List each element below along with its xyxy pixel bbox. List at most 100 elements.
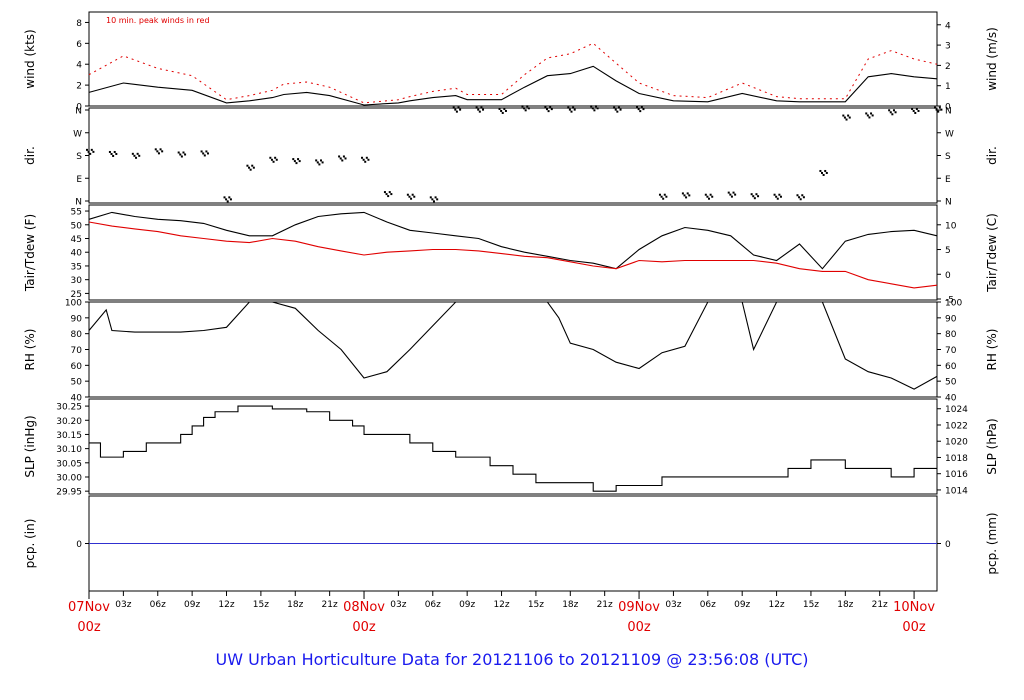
- wind-dir-point: [272, 160, 275, 163]
- y-tick-label-right: 0: [945, 540, 951, 550]
- y-tick-label-right: 2: [945, 62, 951, 72]
- y-tick-label: 50: [71, 221, 83, 231]
- y-tick-label: S: [76, 152, 82, 162]
- wind-dir-point: [252, 166, 255, 169]
- wind-dir-point: [848, 116, 851, 119]
- y-axis-label: RH (%): [23, 329, 37, 371]
- wind-dir-point: [92, 150, 95, 153]
- x-major-tick-label: 07Nov: [68, 600, 110, 615]
- y-tick-label: 70: [71, 346, 83, 356]
- wind-dir-point: [665, 195, 668, 198]
- wind-dir-point: [431, 198, 434, 201]
- wind-dir-point: [798, 196, 801, 199]
- wind-dir-point: [547, 110, 550, 113]
- wind-dir-point: [870, 112, 873, 115]
- wind-dir-point: [321, 161, 324, 164]
- x-minor-tick-label: 15z: [253, 600, 269, 610]
- wind-dir-point: [112, 154, 115, 157]
- wind-dir-point: [275, 158, 278, 161]
- x-major-tick-label: 09Nov: [618, 600, 660, 615]
- wind-dir-point: [894, 111, 897, 114]
- wind-dir-point: [802, 196, 805, 199]
- wind-dir-point: [915, 107, 918, 110]
- wind-dir-point: [911, 107, 914, 110]
- wind-dir-point: [776, 197, 779, 200]
- wind-dir-point: [295, 162, 298, 165]
- wind-dir-point: [526, 105, 529, 108]
- wind-dir-point: [614, 108, 617, 111]
- wind-dir-point: [866, 114, 869, 117]
- wind-dir-point: [316, 161, 319, 164]
- wind-dir-point: [177, 151, 180, 154]
- x-minor-tick-label: 18z: [562, 600, 578, 610]
- x-minor-tick-label: 12z: [768, 600, 784, 610]
- wind-dir-point: [892, 109, 895, 112]
- wind-dir-point: [938, 106, 941, 109]
- wind-dir-point: [410, 197, 413, 200]
- wind-dir-point: [524, 109, 527, 112]
- wind-dir-point: [935, 108, 938, 111]
- wind-dir-point: [704, 193, 707, 196]
- slp-series-main: [89, 405, 937, 492]
- wind-dir-point: [778, 193, 781, 196]
- wind-dir-point: [318, 163, 321, 166]
- y-tick-label-right: 90: [945, 314, 957, 324]
- y-tick-label-right: E: [945, 175, 951, 185]
- x-minor-tick-label: 12z: [493, 600, 509, 610]
- y-axis-label-right: wind (m/s): [985, 27, 999, 91]
- y-axis-label: SLP (inHg): [23, 415, 37, 477]
- wind-dir-point: [822, 173, 825, 176]
- wind-dir-point: [202, 152, 205, 155]
- wind-dir-point: [683, 194, 686, 197]
- wind-dir-point: [87, 150, 90, 153]
- wind-dir-point: [912, 109, 915, 112]
- wind-dir-point: [550, 108, 553, 111]
- wind-dir-point: [387, 195, 390, 198]
- wind-dir-point: [801, 194, 804, 197]
- y-tick-label-right: 70: [945, 346, 957, 356]
- wind-dir-point: [734, 193, 737, 196]
- wind-dir-point: [727, 191, 730, 194]
- y-tick-label-right: 1022: [945, 421, 968, 431]
- wind-dir-point: [269, 156, 272, 159]
- panel-wind: 0 2 4 6 8 0 1 2 3 4 wind (kts) wind (m/s) 10 min. pe…: [23, 11, 999, 113]
- wind-dir-point: [339, 157, 342, 160]
- y-tick-label-right: 5: [945, 246, 951, 256]
- y-tick-label: 80: [71, 330, 83, 340]
- wind-dir-point: [297, 158, 300, 161]
- wind-dir-point: [341, 159, 344, 162]
- wind-dir-point: [226, 200, 229, 203]
- y-tick-label: N: [75, 198, 82, 208]
- wind-dir-point: [136, 152, 139, 155]
- wind-dir-point: [775, 195, 778, 198]
- y-tick-label: 50: [71, 378, 83, 388]
- wind-dir-point: [914, 111, 917, 114]
- wind-dir-point: [108, 150, 111, 153]
- y-tick-label-right: 1014: [945, 486, 968, 496]
- wind-dir-point: [205, 150, 208, 153]
- x-minor-tick-label: 21z: [322, 600, 338, 610]
- y-axis-label-right: SLP (hPa): [985, 418, 999, 474]
- wind-dir-point: [203, 154, 206, 157]
- wind-dir-point: [385, 193, 388, 196]
- y-axis-label: dir.: [23, 146, 37, 165]
- wind-dir-point: [110, 152, 113, 155]
- wind-dir-point: [364, 160, 367, 163]
- wind-dir-point: [159, 148, 162, 151]
- panel-frame: [88, 301, 938, 398]
- wind-dir-point: [619, 108, 622, 111]
- y-tick-label-right: -5: [945, 296, 954, 306]
- x-major-tick-label: 08Nov: [343, 600, 385, 615]
- wind-dir-point: [157, 152, 160, 155]
- wind-dir-point: [452, 106, 455, 109]
- y-tick-label: 30.20: [56, 417, 82, 427]
- wind-dir-point: [200, 150, 203, 153]
- wind-dir-point: [365, 156, 368, 159]
- wind-dir-point: [454, 108, 457, 111]
- wind-dir-point: [315, 159, 318, 162]
- wind-dir-point: [639, 110, 642, 113]
- chart-annotation: 10 min. peak winds in red: [106, 16, 210, 25]
- wind-dir-point: [457, 106, 460, 109]
- wind-dir-point: [338, 155, 341, 158]
- wind-dir-point: [591, 107, 594, 110]
